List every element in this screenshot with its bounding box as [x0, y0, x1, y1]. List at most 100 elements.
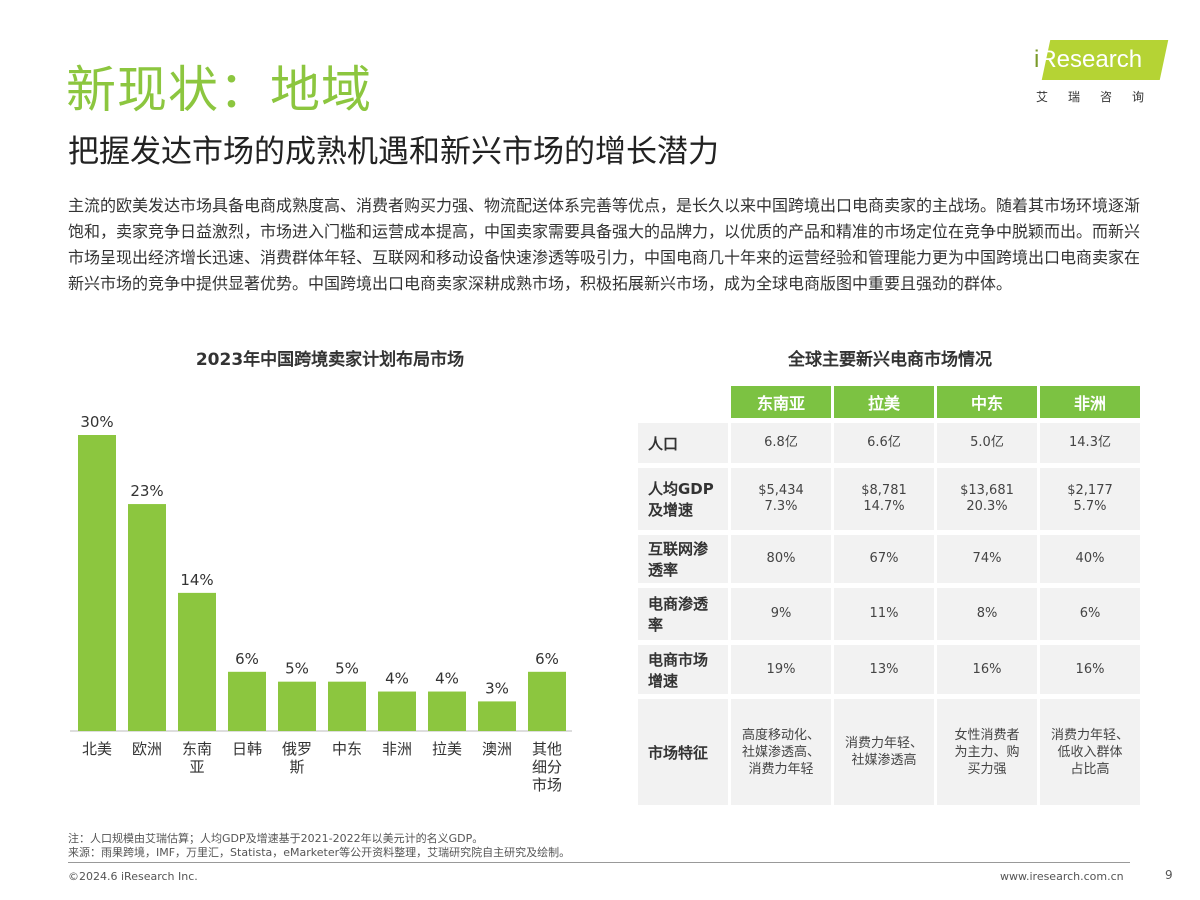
table-row: 市场特征 高度移动化、 社媒渗透高、 消费力年轻 消费力年轻、 社媒渗透高 女性消费者 为主力… [638, 699, 1140, 805]
cell-line: $13,681 [960, 483, 1014, 498]
x-tick-line: 斯 [289, 758, 305, 776]
table-row: 人口 6.8亿 6.6亿 5.0亿 14.3亿 [638, 423, 1140, 463]
x-tick-line: 其他 [531, 740, 562, 758]
cell-line: 消费力年轻、 [844, 736, 923, 751]
cell-line: 低收入群体 [1057, 744, 1123, 760]
body-paragraph: 主流的欧美发达市场具备电商成熟度高、消费者购买力强、物流配送体系完善等优点，是长… [68, 196, 1141, 293]
x-tick-line: 亚 [189, 758, 205, 776]
cell-line: $5,434 [758, 483, 804, 498]
page-number: 9 [1165, 868, 1173, 882]
table-row: 电商市场 增速 19% 13% 16% 16% [638, 645, 1140, 694]
cell-line: 67% [869, 551, 899, 566]
table-cell: 14.3亿 [1040, 423, 1140, 463]
cell-line: 7.3% [764, 499, 798, 514]
x-tick-label: 欧洲 [123, 740, 171, 758]
data-label: 14% [180, 571, 213, 589]
emerging-markets-table: 东南亚 拉美 中东 非洲 人口 6.8亿 6.6亿 5.0亿 14.3亿 人均GDP 及增速 $5,4… [635, 381, 1143, 810]
cell-line: 消费力年轻 [748, 761, 814, 777]
table-cell: 消费力年轻、 社媒渗透高 [834, 699, 934, 805]
cell-line: $8,781 [861, 483, 907, 498]
table-cell: $5,434 7.3% [731, 468, 831, 530]
row-label-line: 市场特征 [648, 743, 709, 762]
cell-line: 40% [1075, 551, 1105, 566]
data-label: 5% [285, 660, 309, 678]
note-text: 注：人口规模由艾瑞估算；人均GDP及增速基于2021-2022年以美元计的名义G… [68, 832, 484, 845]
row-label-line: 透率 [648, 561, 679, 579]
table-cell: 40% [1040, 535, 1140, 583]
x-tick-label: 北美 [73, 740, 121, 758]
table-cell: 5.0亿 [937, 423, 1037, 463]
data-label: 23% [130, 482, 163, 500]
row-label-line: 增速 [648, 671, 679, 690]
data-label: 4% [435, 670, 459, 688]
x-tick-label: 澳洲 [473, 740, 521, 758]
cell-line: 16% [972, 661, 1002, 677]
row-label: 互联网渗 透率 [638, 535, 728, 583]
cell-line: 6.8亿 [764, 435, 798, 450]
data-label: 5% [335, 660, 359, 678]
x-tick-line: 中东 [331, 740, 362, 758]
cell-line: 社媒渗透高 [851, 753, 917, 768]
table-row: 电商渗透率 9% 11% 8% 6% [638, 588, 1140, 640]
cell-line: 占比高 [1070, 761, 1110, 777]
row-label: 人均GDP 及增速 [638, 468, 728, 530]
table-cell: 80% [731, 535, 831, 583]
row-label: 人口 [638, 423, 728, 463]
cell-line: 80% [766, 551, 796, 566]
page-subtitle: 把握发达市场的成熟机遇和新兴市场的增长潜力 [68, 134, 719, 170]
table-cell: 6.8亿 [731, 423, 831, 463]
row-label-line: 及增速 [648, 501, 694, 519]
website-link[interactable]: www.iresearch.com.cn [1000, 870, 1124, 883]
cell-line: 买力强 [967, 761, 1007, 777]
bar-其他细分市场 [528, 671, 566, 731]
table-row: 人均GDP 及增速 $5,434 7.3% $8,781 14.7% $13,681 20.3… [638, 468, 1140, 530]
cell-line: 19% [766, 661, 796, 677]
bar-非洲 [378, 691, 416, 731]
cell-line: 14.7% [863, 499, 905, 514]
row-label-line: 人口 [648, 434, 679, 453]
chart-title: 2023年中国跨境卖家计划布局市场 [195, 350, 465, 370]
table-cell: 16% [937, 645, 1037, 694]
row-label-line: 电商市场 [648, 650, 709, 669]
bar-拉美 [428, 691, 466, 731]
row-label: 电商渗透率 [638, 588, 728, 640]
table-cell: 6% [1040, 588, 1140, 640]
bar-俄罗斯 [278, 681, 316, 731]
cell-line: 20.3% [966, 499, 1008, 514]
x-tick-label: 其他 细分 市场 [523, 740, 571, 794]
x-tick-line: 拉美 [431, 740, 462, 758]
column-header: 东南亚 [731, 386, 831, 418]
cell-line: 社媒渗透高、 [741, 744, 820, 760]
bar-欧洲 [128, 504, 166, 731]
cell-line: 高度移动化、 [741, 727, 820, 743]
column-header: 中东 [937, 386, 1037, 418]
cell-line: 8% [976, 606, 998, 621]
cell-line: 74% [972, 551, 1002, 566]
table-cell: 16% [1040, 645, 1140, 694]
cell-line: 消费力年轻、 [1050, 727, 1129, 743]
x-tick-line: 市场 [531, 776, 562, 794]
row-label: 电商市场 增速 [638, 645, 728, 694]
x-tick-label: 拉美 [423, 740, 471, 758]
row-label-line: 率 [648, 616, 664, 634]
x-tick-line: 北美 [81, 740, 112, 758]
cell-line: 6.6亿 [867, 435, 901, 450]
cell-line: 女性消费者 [954, 727, 1020, 743]
cell-line: 5.7% [1073, 499, 1107, 514]
copyright: ©2024.6 iResearch Inc. [68, 870, 198, 883]
cell-line: 16% [1075, 661, 1105, 677]
column-header: 拉美 [834, 386, 934, 418]
column-header: 非洲 [1040, 386, 1140, 418]
x-tick-line: 日韩 [231, 740, 262, 758]
bar-中东 [328, 681, 366, 731]
x-tick-label: 非洲 [373, 740, 421, 758]
x-tick-label: 中东 [323, 740, 371, 758]
table-cell: $13,681 20.3% [937, 468, 1037, 530]
cell-line: 9% [770, 606, 792, 621]
bar-东南亚 [178, 592, 216, 731]
cell-line: 11% [869, 606, 899, 621]
bar-北美 [78, 435, 116, 731]
row-label: 市场特征 [638, 699, 728, 805]
table-cell: $2,177 5.7% [1040, 468, 1140, 530]
table-row: 互联网渗 透率 80% 67% 74% 40% [638, 535, 1140, 583]
